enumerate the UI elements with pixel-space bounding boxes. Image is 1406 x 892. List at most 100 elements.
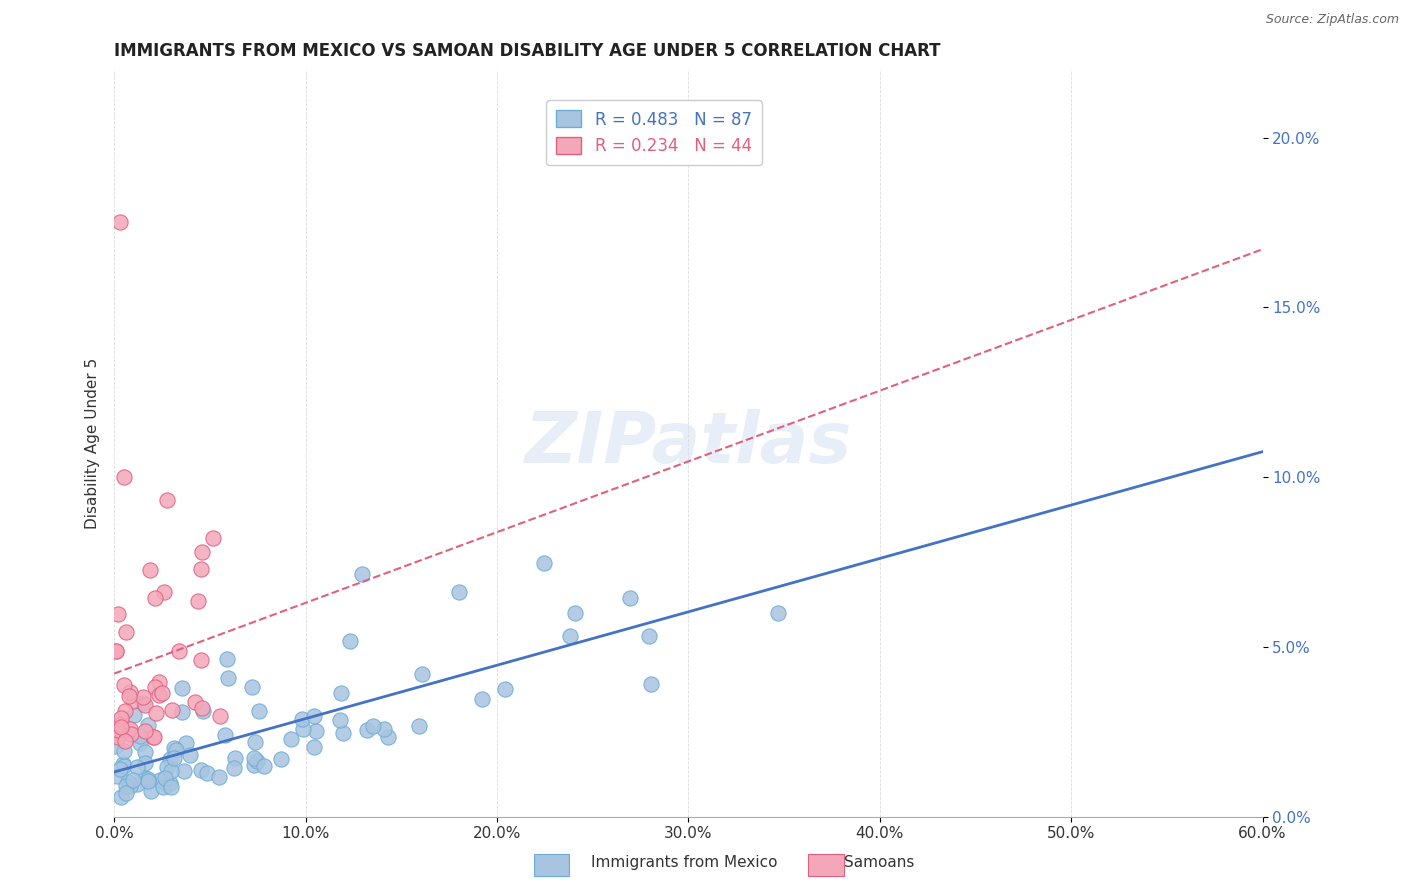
Point	[163, 741, 186, 756]
Point	[191, 701, 214, 715]
Point	[136, 774, 159, 789]
Point	[150, 686, 173, 700]
Point	[208, 770, 231, 784]
Point	[108, 215, 131, 229]
Point	[329, 713, 352, 727]
Point	[145, 706, 167, 720]
Point	[165, 743, 187, 757]
Point	[110, 724, 132, 739]
Point	[117, 775, 139, 789]
Point	[356, 723, 378, 738]
Point	[159, 776, 181, 790]
Point	[152, 780, 174, 794]
Point	[120, 727, 142, 741]
Text: IMMIGRANTS FROM MEXICO VS SAMOAN DISABILITY AGE UNDER 5 CORRELATION CHART: IMMIGRANTS FROM MEXICO VS SAMOAN DISABIL…	[114, 42, 941, 60]
Point	[373, 722, 395, 736]
Point	[107, 723, 129, 737]
Point	[160, 780, 183, 794]
Point	[136, 772, 159, 786]
Point	[108, 763, 131, 777]
Point	[332, 725, 354, 739]
Point	[143, 591, 166, 605]
Point	[167, 644, 190, 658]
Point	[112, 470, 135, 484]
Point	[179, 748, 201, 763]
Point	[105, 644, 128, 658]
Point	[222, 761, 245, 775]
Point	[243, 735, 266, 749]
Point	[291, 712, 314, 726]
Point	[305, 723, 328, 738]
Point	[208, 708, 231, 723]
Point	[156, 778, 179, 792]
Text: ZIPatlas: ZIPatlas	[524, 409, 852, 477]
Point	[156, 492, 179, 507]
Point	[127, 760, 149, 774]
Point	[172, 705, 194, 719]
Point	[246, 754, 269, 768]
Point	[190, 653, 212, 667]
Point	[471, 692, 494, 706]
Point	[197, 765, 219, 780]
Point	[408, 719, 430, 733]
Point	[242, 751, 264, 765]
Point	[170, 681, 193, 695]
Point	[270, 752, 292, 766]
Point	[183, 695, 205, 709]
Point	[153, 771, 176, 785]
Point	[114, 625, 136, 640]
Text: Immigrants from Mexico: Immigrants from Mexico	[591, 855, 778, 870]
Point	[240, 680, 263, 694]
Point	[190, 763, 212, 777]
Point	[640, 677, 662, 691]
Point	[105, 643, 128, 657]
Point	[129, 736, 152, 750]
Point	[160, 764, 183, 778]
Point	[361, 719, 384, 733]
Point	[134, 745, 156, 759]
Point	[148, 675, 170, 690]
Point	[191, 704, 214, 718]
Point	[115, 786, 138, 800]
Point	[115, 779, 138, 793]
Point	[114, 704, 136, 718]
Point	[304, 739, 326, 754]
Point	[291, 723, 314, 737]
Point	[214, 728, 236, 742]
Point	[122, 708, 145, 723]
Point	[202, 532, 225, 546]
Point	[302, 709, 325, 723]
Point	[766, 606, 789, 620]
Point	[564, 606, 586, 620]
Point	[105, 739, 128, 753]
Point	[132, 696, 155, 710]
Point	[136, 718, 159, 732]
Point	[558, 629, 581, 643]
Point	[377, 730, 399, 744]
Point	[638, 629, 661, 643]
Point	[190, 562, 212, 576]
Point	[134, 698, 156, 712]
Point	[118, 684, 141, 698]
Point	[533, 556, 555, 570]
Point	[105, 769, 128, 783]
Point	[159, 752, 181, 766]
Point	[112, 678, 135, 692]
Point	[187, 594, 209, 608]
Point	[139, 783, 162, 797]
Point	[112, 757, 135, 772]
Point	[122, 772, 145, 787]
Point	[163, 750, 186, 764]
Point	[148, 688, 170, 702]
Point	[619, 591, 641, 605]
Point	[120, 722, 142, 736]
Point	[173, 764, 195, 778]
Point	[110, 789, 132, 804]
Point	[217, 671, 239, 685]
Point	[134, 771, 156, 785]
Point	[152, 584, 174, 599]
Point	[127, 777, 149, 791]
Point	[107, 607, 129, 621]
Point	[142, 730, 165, 744]
Point	[149, 772, 172, 787]
